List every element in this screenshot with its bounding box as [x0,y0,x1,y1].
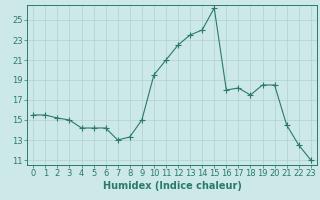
X-axis label: Humidex (Indice chaleur): Humidex (Indice chaleur) [103,181,241,191]
